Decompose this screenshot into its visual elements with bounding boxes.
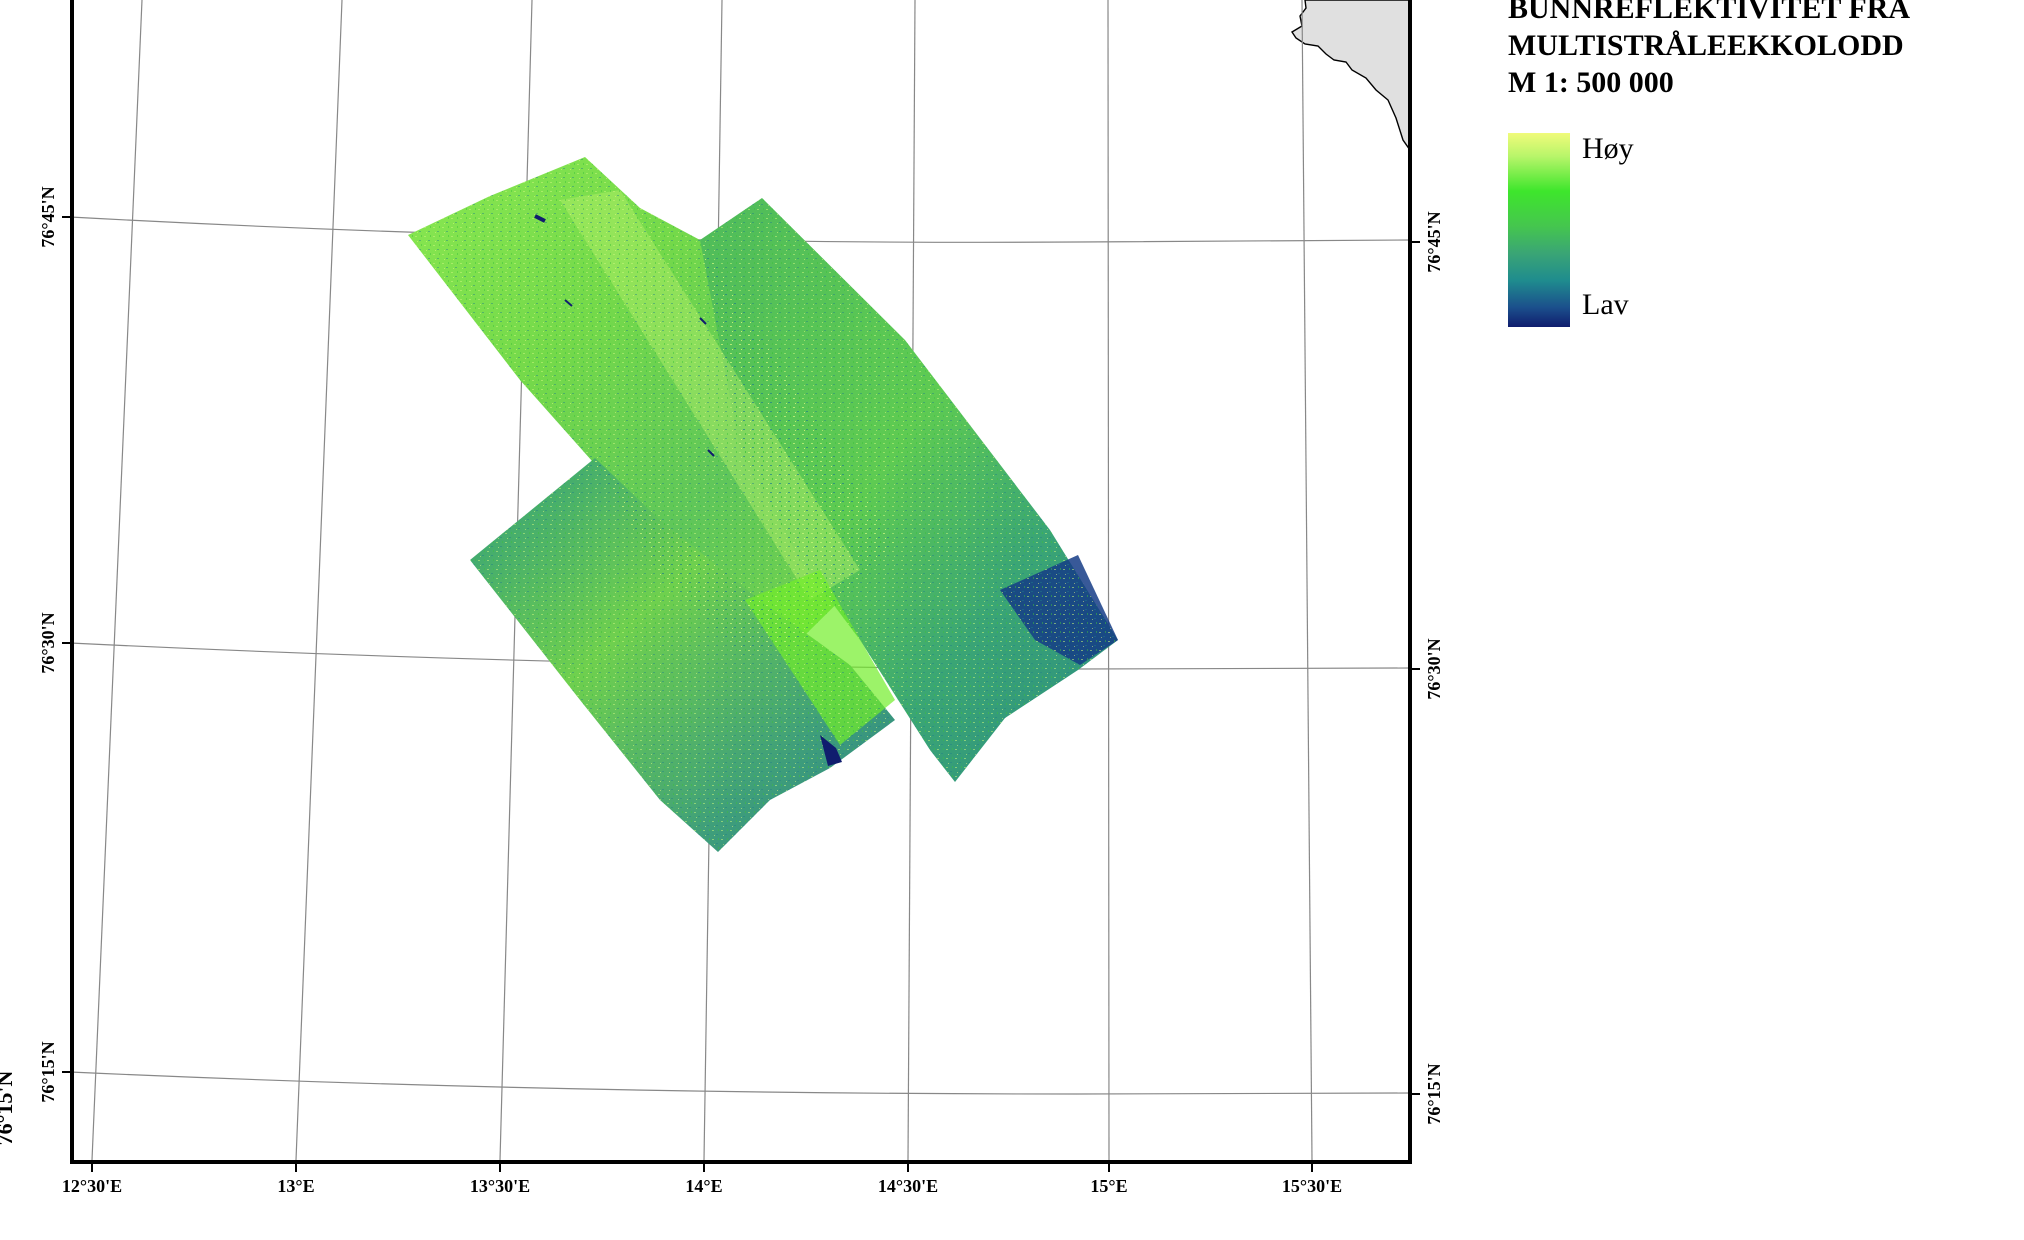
lat-label: 76°15'N: [1424, 1063, 1444, 1124]
legend-title-line: M 1: 500 000: [1508, 66, 1674, 99]
svalbard-land: [1291, 0, 1411, 153]
lon-label: 13°30'E: [470, 1176, 530, 1196]
longitude-labels: 12°30'E 13°E 13°30'E 14°E 14°30'E 15°E 1…: [62, 1176, 1342, 1196]
lon-label: 15°30'E: [1282, 1176, 1342, 1196]
legend-high-label: Høy: [1582, 132, 1634, 165]
lon-label: 14°E: [685, 1176, 722, 1196]
legend-title-line: MULTISTRÅLEEKKOLODD: [1508, 29, 1904, 62]
lat-label: 76°45'N: [1424, 211, 1444, 272]
latitude-labels-left: 76°45'N 76°30'N 76°15'N 76°15'N: [0, 186, 58, 1145]
reflectivity-mosaic: [408, 157, 1118, 852]
lat-label: 76°15'N: [38, 1041, 58, 1102]
latitude-labels-right: 76°45'N 76°30'N 76°15'N: [1424, 211, 1444, 1124]
lat-label-cut: 76°15'N: [0, 1070, 17, 1145]
map-frame: [70, 0, 1412, 1164]
legend-low-label: Lav: [1582, 288, 1629, 321]
tick-marks: [62, 216, 1420, 1172]
lon-label: 12°30'E: [62, 1176, 122, 1196]
lat-label: 76°30'N: [1424, 638, 1444, 699]
lat-label: 76°30'N: [38, 612, 58, 673]
legend-color-ramp: [1508, 133, 1570, 327]
lat-label: 76°45'N: [38, 186, 58, 247]
lon-label: 14°30'E: [878, 1176, 938, 1196]
lon-label: 15°E: [1090, 1176, 1127, 1196]
legend-title: BUNNREFLEKTIVITET FRA MULTISTRÅLEEKKOLOD…: [1508, 0, 1910, 101]
lon-label: 13°E: [277, 1176, 314, 1196]
legend-title-line: BUNNREFLEKTIVITET FRA: [1508, 0, 1911, 25]
